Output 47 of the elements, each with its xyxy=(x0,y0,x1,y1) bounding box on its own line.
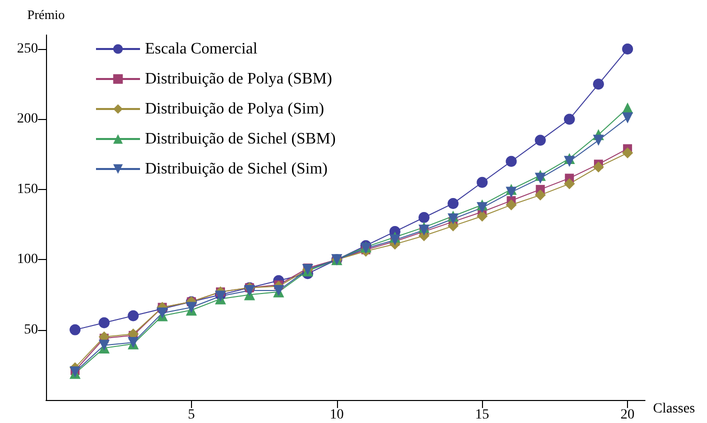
point xyxy=(622,147,634,158)
x-tick-label: 20 xyxy=(620,408,635,422)
y-tick-label: 150 xyxy=(17,182,38,197)
point xyxy=(592,134,604,146)
point xyxy=(389,234,400,246)
point xyxy=(448,220,459,232)
point xyxy=(70,324,81,336)
point xyxy=(534,172,546,184)
point xyxy=(186,302,197,313)
point xyxy=(506,156,517,167)
y-tick-label: 200 xyxy=(17,112,38,127)
point xyxy=(592,78,604,90)
point xyxy=(534,134,546,146)
point xyxy=(476,176,488,188)
point xyxy=(564,156,575,167)
point xyxy=(564,114,575,125)
legend-label: Distribuição de Polya (Sim) xyxy=(145,100,324,118)
point xyxy=(418,212,430,223)
legend-label: Escala Comercial xyxy=(145,40,258,58)
point xyxy=(244,285,256,296)
x-tick-label: 15 xyxy=(475,408,490,422)
point xyxy=(476,210,488,222)
y-tick-label: 50 xyxy=(24,322,38,338)
y-axis-title: Prémio xyxy=(27,7,65,22)
point xyxy=(98,340,110,351)
legend-label: Distribuição de Sichel (Sim) xyxy=(145,160,328,178)
point xyxy=(98,317,110,328)
x-tick-label: 5 xyxy=(188,408,195,422)
x-axis-title: Classes xyxy=(653,402,695,416)
point xyxy=(418,224,430,236)
point xyxy=(506,186,517,198)
point xyxy=(622,112,634,124)
point xyxy=(448,198,459,209)
point xyxy=(476,202,488,214)
point xyxy=(156,307,168,318)
legend-label: Distribuição de Sichel (SBM) xyxy=(145,130,336,148)
point xyxy=(534,190,546,201)
point xyxy=(506,199,517,210)
point xyxy=(592,161,604,172)
point xyxy=(128,310,139,322)
point xyxy=(622,44,634,55)
point xyxy=(564,178,575,190)
y-tick-label: 250 xyxy=(17,42,38,57)
legend-label: Distribuição de Polya (SBM) xyxy=(145,70,332,88)
point xyxy=(448,213,459,224)
y-tick-label: 100 xyxy=(17,252,38,268)
x-tick-label: 10 xyxy=(330,408,344,422)
